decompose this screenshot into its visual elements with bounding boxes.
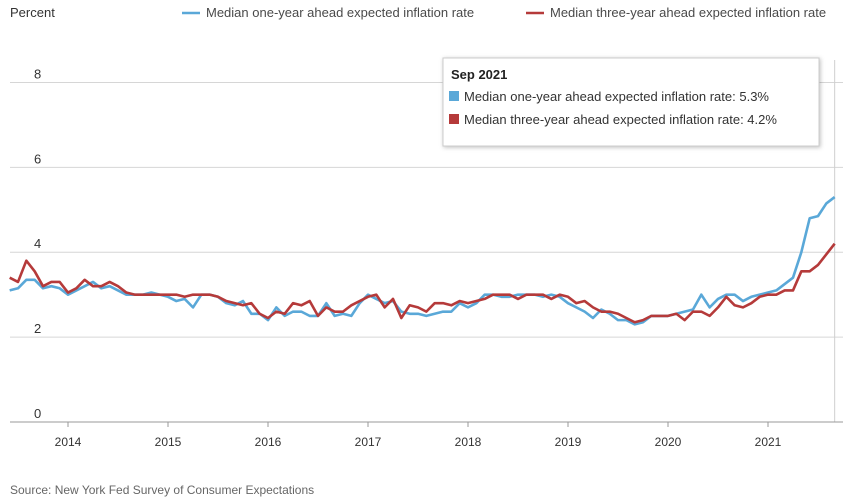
- x-tick-label: 2016: [255, 435, 282, 449]
- y-tick-label: 6: [34, 151, 41, 166]
- x-tick-label: 2020: [655, 435, 682, 449]
- y-tick-label: 0: [34, 406, 41, 421]
- axis-layer: 0 2 4 6 8 2014 2015 2016 2017 2018 2019 2020 2021: [10, 66, 843, 449]
- series-line-one-year[interactable]: [9, 196, 836, 326]
- source-note: Source: New York Fed Survey of Consumer …: [10, 483, 315, 497]
- y-axis-title: Percent: [10, 5, 55, 20]
- legend[interactable]: Median one-year ahead expected inflation…: [182, 5, 826, 20]
- x-tick-label: 2017: [355, 435, 382, 449]
- y-tick-label: 8: [34, 66, 41, 81]
- legend-label-three-year[interactable]: Median three-year ahead expected inflati…: [550, 5, 826, 20]
- y-tick-label: 2: [34, 321, 41, 336]
- legend-label-one-year[interactable]: Median one-year ahead expected inflation…: [206, 5, 474, 20]
- tooltip: Sep 2021 Median one-year ahead expected …: [442, 57, 820, 147]
- series-line-three-year[interactable]: [9, 242, 836, 324]
- x-tick-label: 2019: [555, 435, 582, 449]
- x-tick-label: 2014: [55, 435, 82, 449]
- x-tick-label: 2018: [455, 435, 482, 449]
- x-tick-label: 2021: [755, 435, 782, 449]
- tooltip-row-three-year: Median three-year ahead expected inflati…: [464, 112, 777, 127]
- tooltip-box: [442, 57, 820, 147]
- tooltip-title: Sep 2021: [451, 67, 507, 82]
- series-layer: [9, 196, 836, 326]
- tooltip-row-one-year: Median one-year ahead expected inflation…: [464, 89, 769, 104]
- y-tick-label: 4: [34, 236, 41, 251]
- x-tick-label: 2015: [155, 435, 182, 449]
- tooltip-swatch-one-year: [449, 91, 459, 101]
- tooltip-swatch-three-year: [449, 114, 459, 124]
